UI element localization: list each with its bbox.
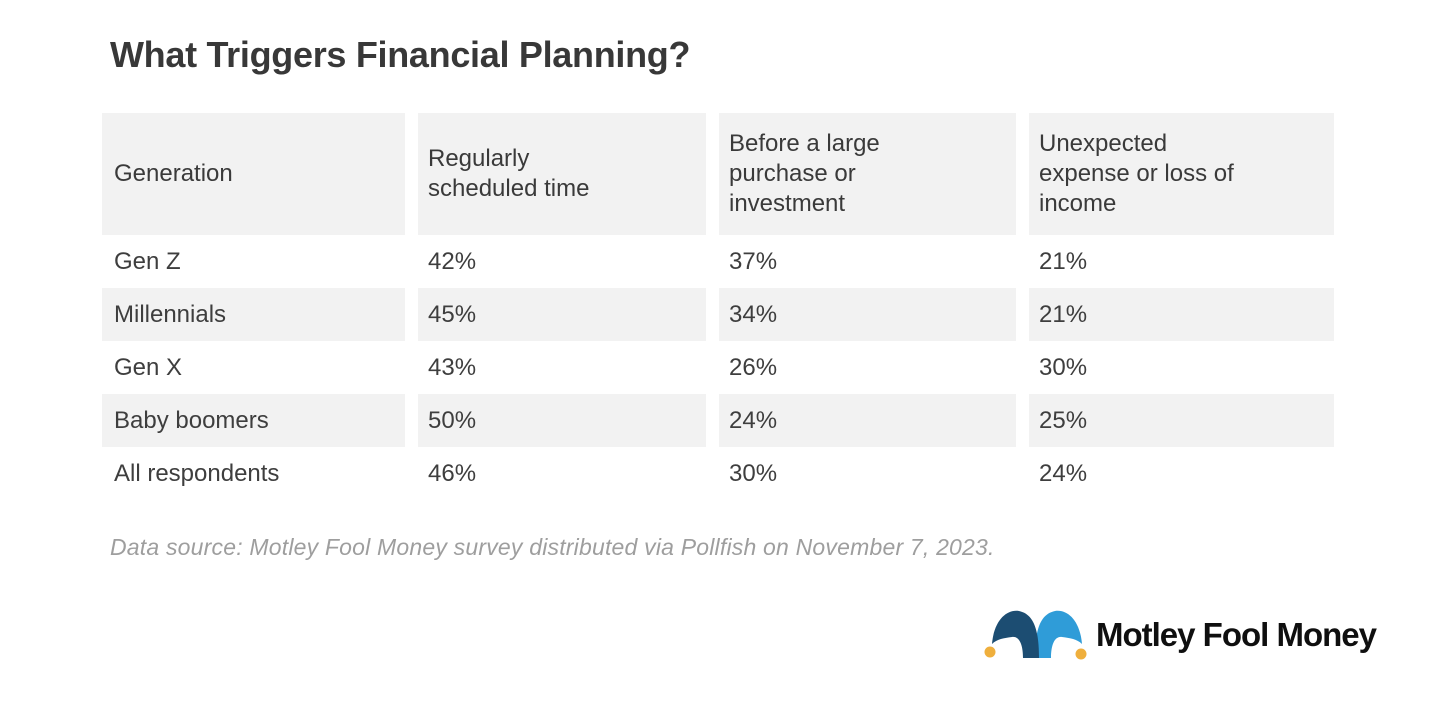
header-cell-unexpected-expense: Unexpected expense or loss of income (1029, 113, 1334, 235)
data-source-note: Data source: Motley Fool Money survey di… (110, 534, 995, 560)
financial-planning-table: Generation Regularly scheduled time Befo… (102, 113, 1335, 500)
header-cell-regularly-scheduled: Regularly scheduled time (418, 113, 706, 235)
table-cell-generation: Gen Z (114, 247, 181, 275)
table-cell-generation: Gen X (114, 353, 183, 381)
table-cell-value: 34% (719, 288, 1016, 341)
table-cell-value: 30% (729, 459, 778, 487)
table-cell-value: 24% (1039, 459, 1088, 487)
table-cell-generation: All respondents (114, 459, 280, 487)
table-cell-value: 50% (418, 394, 706, 447)
motley-fool-money-logo: Motley Fool Money (984, 606, 1377, 668)
logo-wordmark: Motley Fool Money (1096, 616, 1377, 653)
jester-hat-icon (984, 610, 1087, 660)
table-cell-value: 21% (1029, 288, 1334, 341)
table-cell-value: 37% (729, 247, 778, 275)
table-cell-value: 26% (729, 353, 778, 381)
header-cell-generation: Generation (102, 113, 405, 235)
header-cell-large-purchase: Before a large purchase or investment (719, 113, 1016, 235)
table-cell-value: 46% (428, 459, 477, 487)
table-cell-generation: Millennials (102, 288, 405, 341)
table-cell-value: 43% (428, 353, 477, 381)
table-cell-generation: Baby boomers (102, 394, 405, 447)
table-cell-value: 21% (1039, 247, 1088, 275)
table-cell-value: 45% (418, 288, 706, 341)
table-cell-value: 42% (428, 247, 477, 275)
table-cell-value: 24% (719, 394, 1016, 447)
page-title: What Triggers Financial Planning? (110, 34, 691, 75)
table-cell-value: 30% (1039, 353, 1088, 381)
table-cell-value: 25% (1029, 394, 1334, 447)
